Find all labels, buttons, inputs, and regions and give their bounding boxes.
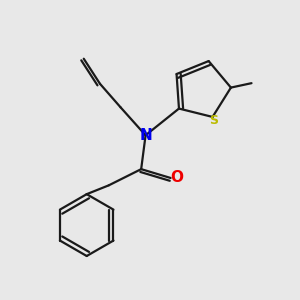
Text: S: S: [208, 114, 217, 127]
Text: O: O: [171, 170, 184, 185]
Text: N: N: [139, 128, 152, 143]
